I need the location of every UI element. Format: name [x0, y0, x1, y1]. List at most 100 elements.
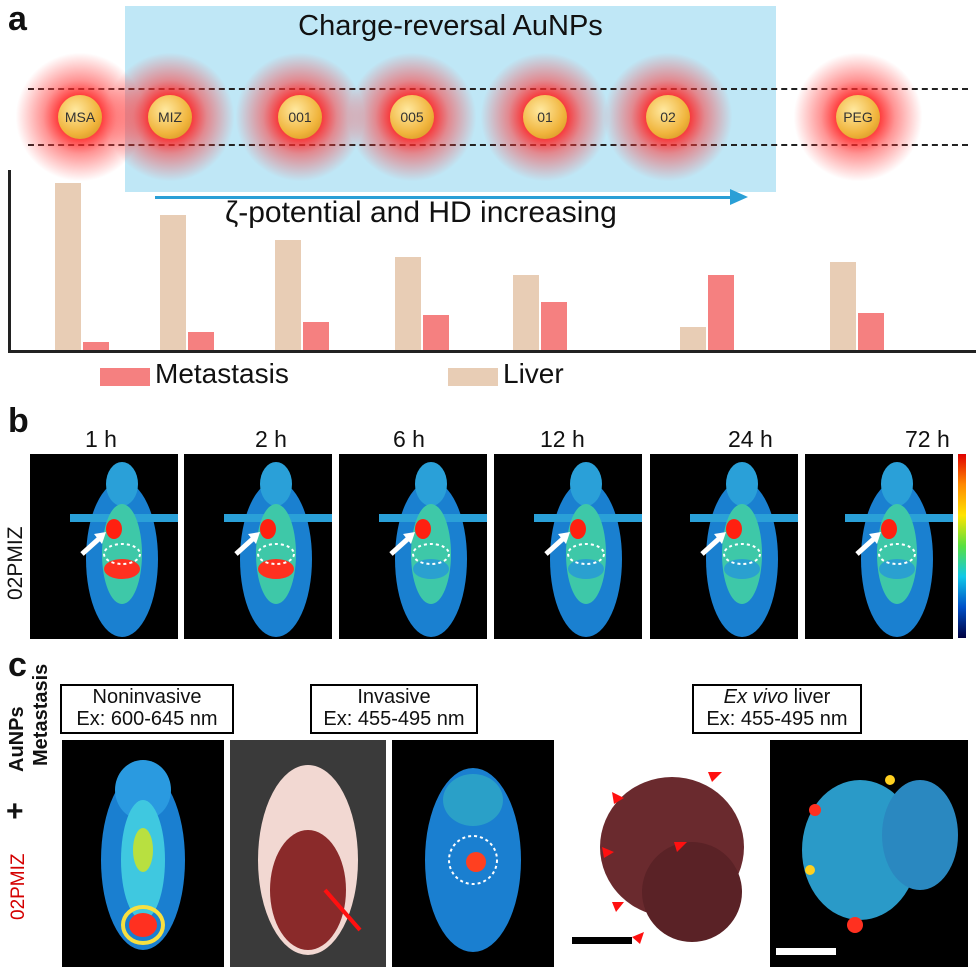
mouse-head — [881, 462, 913, 506]
side-label-plus: + — [6, 795, 24, 828]
banner-title: Charge-reversal AuNPs — [298, 10, 603, 42]
panel-b-letter: b — [8, 402, 29, 440]
abdomen-signal — [724, 559, 760, 579]
liver-signal — [106, 519, 122, 539]
exvivo-liver-photo — [572, 752, 762, 967]
side-label-metastasis: Metastasis — [30, 663, 52, 766]
chart-y-axis — [8, 170, 11, 353]
bar-liver — [513, 275, 539, 350]
black-scale-bar — [572, 937, 632, 944]
mouse-svg — [845, 462, 953, 637]
nanoparticle-label: 001 — [278, 95, 322, 139]
fluorescence-timepoint-image — [30, 454, 178, 639]
label-box-noninvasive: Noninvasive Ex: 600-645 nm — [60, 684, 234, 734]
trend-arrow-head — [730, 189, 748, 205]
mouse-trunk — [722, 504, 762, 604]
mouse-trunk — [256, 504, 296, 604]
hotspot-1 — [809, 804, 821, 816]
label-box-exvivo-line1: Ex vivo liver — [694, 686, 860, 708]
trend-caption: ζ-potential and HD increasing — [225, 196, 617, 229]
mouse-head — [106, 462, 138, 506]
invasive-photo — [230, 740, 386, 967]
label-box-invasive-line1: Invasive — [357, 686, 431, 708]
mouse-head — [570, 462, 602, 506]
liver-signal — [881, 519, 897, 539]
time-label: 72 h — [905, 426, 950, 452]
bar-metastasis — [303, 321, 329, 350]
white-arrow-head — [248, 532, 260, 544]
liver-lobe-lower — [642, 842, 742, 942]
chart-x-axis — [8, 350, 976, 353]
mouse-head — [415, 462, 447, 506]
dashed-circle — [412, 543, 450, 565]
noninvasive-mouse-svg — [101, 760, 185, 950]
label-box-invasive: Invasive Ex: 455-495 nm — [310, 684, 478, 734]
open-cavity — [270, 830, 346, 950]
metastasis-signal — [466, 852, 486, 872]
legend-label-liver: Liver — [503, 358, 564, 389]
liver-signal — [570, 519, 586, 539]
liver-photo-svg — [572, 772, 744, 944]
panel-c-letter: c — [8, 646, 27, 684]
dashed-circle — [448, 835, 498, 885]
signal-hot — [129, 913, 157, 937]
mouse-trunk — [877, 504, 917, 604]
invasive-fluor-svg — [425, 768, 521, 952]
invasive-fluorescence-image — [392, 740, 554, 967]
legend-swatch-metastasis — [100, 368, 150, 386]
red-arrow-4 — [632, 932, 644, 944]
red-pointer-arrow — [323, 888, 362, 932]
dashed-circle — [723, 543, 761, 565]
row-label-02pmiz: 02PMIZ — [4, 526, 27, 600]
time-label: 12 h — [540, 426, 585, 452]
hotspot-2 — [805, 865, 815, 875]
exvivo-rest: liver — [788, 686, 831, 708]
mouse-trunk — [566, 504, 606, 604]
dashed-circle — [567, 543, 605, 565]
time-label: 6 h — [393, 426, 425, 452]
red-arrow-3 — [612, 902, 624, 912]
red-arrow-6 — [674, 842, 687, 852]
panel-a-letter: a — [8, 0, 27, 38]
mouse-svg — [379, 462, 487, 637]
bar-liver — [160, 215, 186, 350]
nanoparticle-label: MIZ — [148, 95, 192, 139]
red-arrow-2 — [602, 847, 614, 858]
white-scale-bar — [776, 948, 836, 955]
nanoparticle-label: MSA — [58, 95, 102, 139]
bar-metastasis — [83, 341, 109, 350]
fluorescence-timepoint-image — [494, 454, 642, 639]
label-box-noninvasive-line2: Ex: 600-645 nm — [76, 708, 218, 730]
signal-mid — [133, 828, 153, 872]
bar-liver — [395, 256, 421, 350]
mouse-trunk — [411, 504, 451, 604]
dashed-circle — [878, 543, 916, 565]
mouse-svg — [70, 462, 178, 637]
white-arrow-head — [869, 532, 881, 544]
liver-signal — [415, 519, 431, 539]
bar-metastasis — [423, 315, 449, 350]
mouse-trunk — [102, 504, 142, 604]
mouse-head — [260, 462, 292, 506]
liver-lobe-right — [882, 780, 958, 890]
time-label: 24 h — [728, 426, 773, 452]
white-arrow-head — [714, 532, 726, 544]
bar-metastasis — [858, 313, 884, 350]
label-box-exvivo-line2: Ex: 455-495 nm — [706, 708, 848, 730]
fluorescence-timepoint-image — [650, 454, 798, 639]
trend-arrow — [155, 196, 735, 199]
red-arrow-1 — [612, 792, 624, 804]
abdomen-signal — [258, 559, 294, 579]
time-label: 1 h — [85, 426, 117, 452]
time-label: 2 h — [255, 426, 287, 452]
noninvasive-fluorescence-image — [62, 740, 224, 967]
abdomen-signal — [568, 559, 604, 579]
dashed-circle — [103, 543, 141, 565]
side-label-02pmiz: 02PMIZ — [8, 853, 29, 920]
mouse-head — [115, 760, 171, 820]
mouse-svg — [690, 462, 798, 637]
liver-signal — [260, 519, 276, 539]
abdomen-signal — [879, 559, 915, 579]
nanoparticle-label: 01 — [523, 95, 567, 139]
abdomen-signal — [104, 559, 140, 579]
